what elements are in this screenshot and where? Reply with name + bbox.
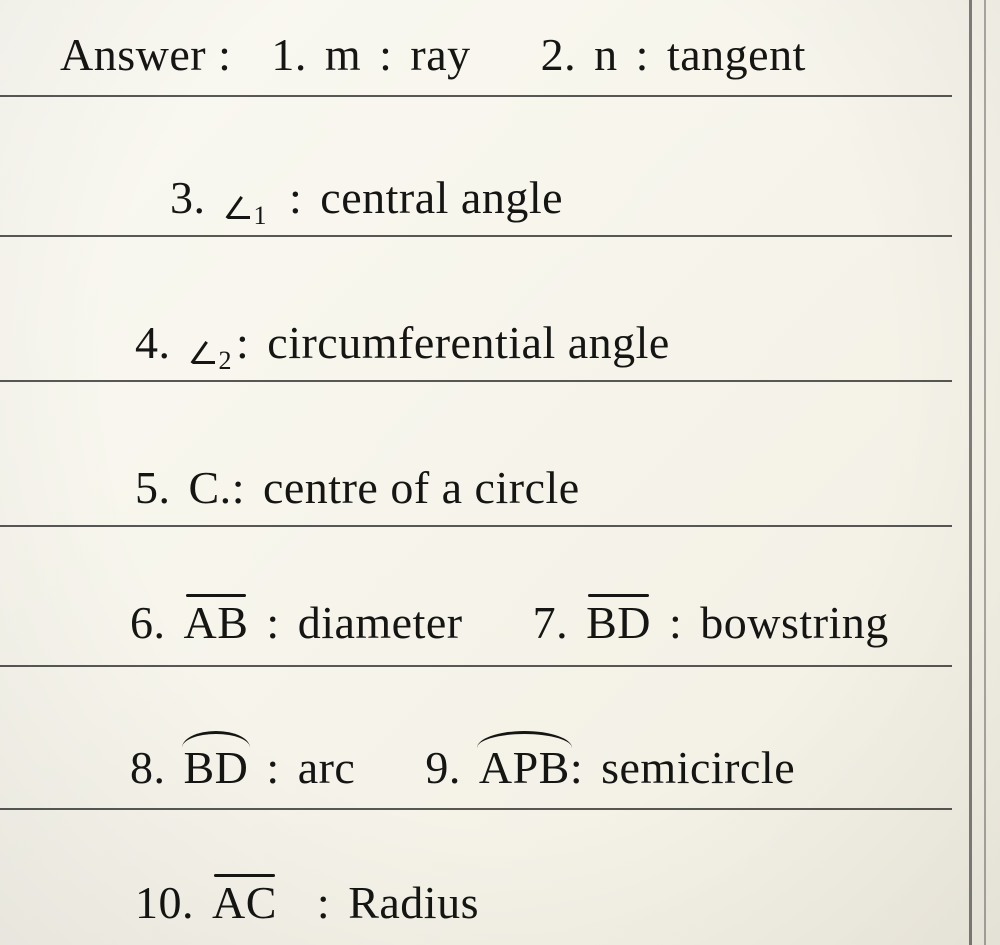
term-semicircle: semicircle — [601, 745, 795, 791]
arc-apb: APB — [479, 745, 570, 791]
angle-icon — [224, 185, 254, 221]
period: . — [295, 32, 307, 78]
rule-line — [0, 95, 952, 97]
heading-answer: Answer : — [60, 32, 231, 78]
rule-line — [0, 525, 952, 527]
row-7: 10 . AC : Radius — [0, 880, 952, 926]
period: . — [159, 465, 171, 511]
rule-line — [0, 380, 952, 382]
period: . — [449, 745, 461, 791]
colon: : — [266, 600, 279, 646]
segment-ac: AC — [212, 880, 277, 926]
symbol-c: C. — [189, 465, 232, 511]
item-number: 2 — [541, 32, 565, 78]
term-ray: ray — [410, 32, 470, 78]
term-diameter: diameter — [298, 600, 463, 646]
term-arc: arc — [298, 745, 356, 791]
symbol-m: m — [325, 32, 361, 78]
angle-icon — [189, 330, 219, 366]
item-number: 9 — [425, 745, 449, 791]
row-2: 3 . 1 : central angle — [0, 175, 952, 221]
colon: : — [636, 32, 649, 78]
colon: : — [570, 745, 583, 791]
term-central-angle: central angle — [320, 175, 563, 221]
row-1: Answer : 1 . m : ray 2 . n : tangent — [0, 32, 952, 78]
item-number: 4 — [135, 320, 159, 366]
item-number: 10 — [135, 880, 182, 926]
binding-line-1 — [969, 0, 972, 945]
colon: : — [379, 32, 392, 78]
colon: : — [317, 880, 330, 926]
term-radius: Radius — [348, 880, 479, 926]
row-5: 6 . AB : diameter 7 . BD : bowstring — [0, 600, 952, 646]
item-number: 5 — [135, 465, 159, 511]
item-number: 3 — [170, 175, 194, 221]
angle-subscript: 1 — [254, 203, 268, 229]
period: . — [556, 600, 568, 646]
colon: : — [232, 465, 245, 511]
row-6: 8 . BD : arc 9 . APB : semicircle — [0, 745, 952, 791]
period: . — [154, 745, 166, 791]
colon: : — [266, 745, 279, 791]
period: . — [182, 880, 194, 926]
term-bowstring: bowstring — [700, 600, 889, 646]
rule-line — [0, 808, 952, 810]
row-4: 5 . C. : centre of a circle — [0, 465, 952, 511]
item-number: 8 — [130, 745, 154, 791]
period: . — [194, 175, 206, 221]
arc-bd: BD — [184, 745, 249, 791]
handwritten-page: Answer : 1 . m : ray 2 . n : tangent 3 .… — [0, 0, 1000, 945]
rule-line — [0, 665, 952, 667]
symbol-n: n — [594, 32, 618, 78]
period: . — [564, 32, 576, 78]
term-centre: centre of a circle — [263, 465, 580, 511]
row-3: 4 . 2 : circumferential angle — [0, 320, 952, 366]
item-number: 1 — [271, 32, 295, 78]
segment-ab: AB — [184, 600, 249, 646]
term-tangent: tangent — [667, 32, 806, 78]
rule-line — [0, 235, 952, 237]
colon: : — [289, 175, 302, 221]
item-number: 7 — [533, 600, 557, 646]
period: . — [154, 600, 166, 646]
item-number: 6 — [130, 600, 154, 646]
term-circumferential-angle: circumferential angle — [267, 320, 670, 366]
period: . — [159, 320, 171, 366]
segment-bd: BD — [586, 600, 651, 646]
binding-line-2 — [984, 0, 986, 945]
colon: : — [669, 600, 682, 646]
angle-subscript: 2 — [219, 348, 233, 374]
colon: : — [236, 320, 249, 366]
